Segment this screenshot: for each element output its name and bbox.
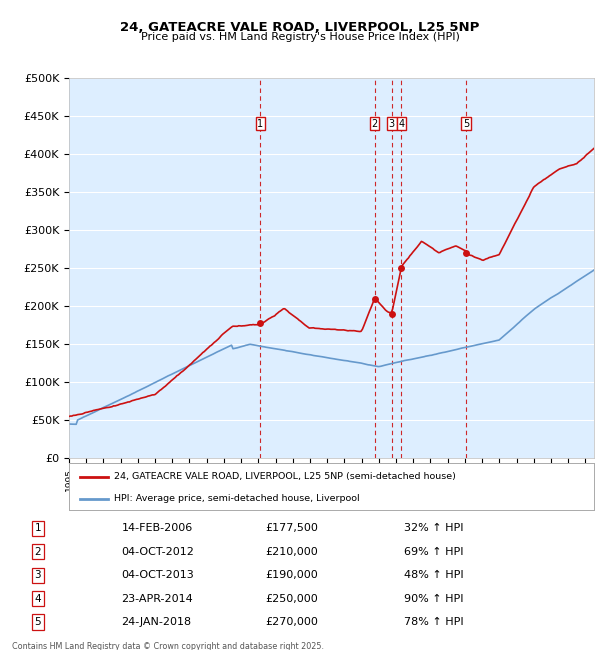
- Text: 32% ↑ HPI: 32% ↑ HPI: [404, 523, 463, 534]
- Text: 14-FEB-2006: 14-FEB-2006: [121, 523, 193, 534]
- Text: 04-OCT-2012: 04-OCT-2012: [121, 547, 194, 557]
- Text: Price paid vs. HM Land Registry's House Price Index (HPI): Price paid vs. HM Land Registry's House …: [140, 32, 460, 42]
- Text: 24, GATEACRE VALE ROAD, LIVERPOOL, L25 5NP (semi-detached house): 24, GATEACRE VALE ROAD, LIVERPOOL, L25 5…: [113, 472, 455, 481]
- Text: £210,000: £210,000: [265, 547, 318, 557]
- Text: 3: 3: [35, 570, 41, 580]
- Text: 90% ↑ HPI: 90% ↑ HPI: [404, 593, 463, 604]
- Text: 5: 5: [463, 119, 469, 129]
- Text: 4: 4: [35, 593, 41, 604]
- Text: 04-OCT-2013: 04-OCT-2013: [121, 570, 194, 580]
- Text: 24-JAN-2018: 24-JAN-2018: [121, 617, 191, 627]
- Text: 2: 2: [35, 547, 41, 557]
- Text: 24, GATEACRE VALE ROAD, LIVERPOOL, L25 5NP: 24, GATEACRE VALE ROAD, LIVERPOOL, L25 5…: [121, 21, 479, 34]
- Text: 48% ↑ HPI: 48% ↑ HPI: [404, 570, 463, 580]
- Text: 5: 5: [35, 617, 41, 627]
- Text: 2: 2: [371, 119, 377, 129]
- Text: £177,500: £177,500: [265, 523, 319, 534]
- Text: Contains HM Land Registry data © Crown copyright and database right 2025.
This d: Contains HM Land Registry data © Crown c…: [12, 642, 324, 650]
- Text: £270,000: £270,000: [265, 617, 319, 627]
- Text: £190,000: £190,000: [265, 570, 318, 580]
- Text: 78% ↑ HPI: 78% ↑ HPI: [404, 617, 463, 627]
- Text: 1: 1: [257, 119, 263, 129]
- Text: 1: 1: [35, 523, 41, 534]
- Text: HPI: Average price, semi-detached house, Liverpool: HPI: Average price, semi-detached house,…: [113, 494, 359, 503]
- Text: 69% ↑ HPI: 69% ↑ HPI: [404, 547, 463, 557]
- Text: 23-APR-2014: 23-APR-2014: [121, 593, 193, 604]
- Text: 3: 3: [389, 119, 395, 129]
- Text: £250,000: £250,000: [265, 593, 318, 604]
- Text: 4: 4: [398, 119, 404, 129]
